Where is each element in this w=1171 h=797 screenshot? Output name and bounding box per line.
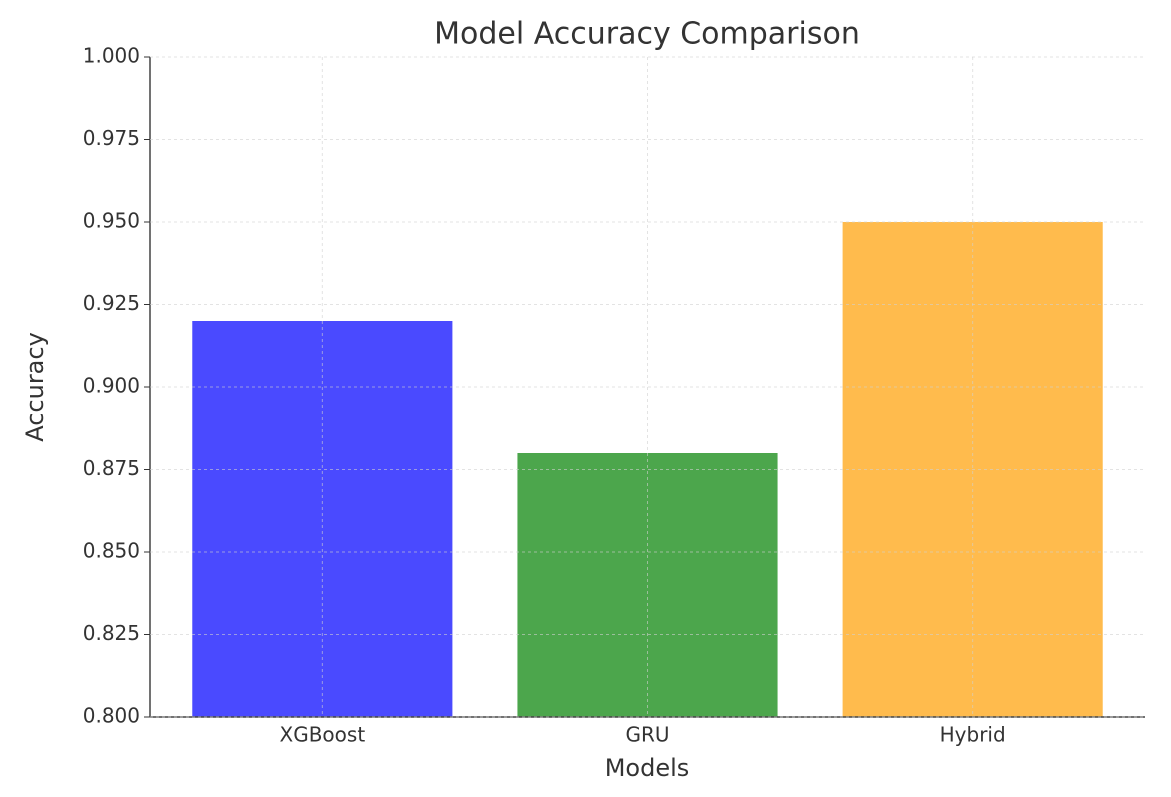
x-axis-label: Models	[605, 754, 690, 782]
grid	[150, 56, 1145, 718]
x-tick-label: XGBoost	[280, 723, 366, 747]
y-tick-label: 1.000	[83, 44, 140, 68]
y-tick-label: 0.850	[83, 539, 140, 563]
chart-title: Model Accuracy Comparison	[434, 17, 860, 52]
y-tick-label: 0.875	[83, 456, 140, 480]
y-tick-label: 0.925	[83, 291, 140, 315]
x-tick-label: Hybrid	[940, 723, 1006, 747]
y-tick-label: 0.825	[83, 621, 140, 645]
x-tick-label: GRU	[625, 723, 669, 747]
y-tick-label: 0.900	[83, 374, 140, 398]
y-tick-label: 0.975	[83, 126, 140, 150]
labels: 0.800 0.825 0.850 0.875 0.900 0.925 0.950 0.975…	[83, 44, 1006, 747]
y-tick-label: 0.950	[83, 209, 140, 233]
y-axis-label: Accuracy	[21, 332, 49, 442]
y-tick-label: 0.800	[83, 704, 140, 728]
